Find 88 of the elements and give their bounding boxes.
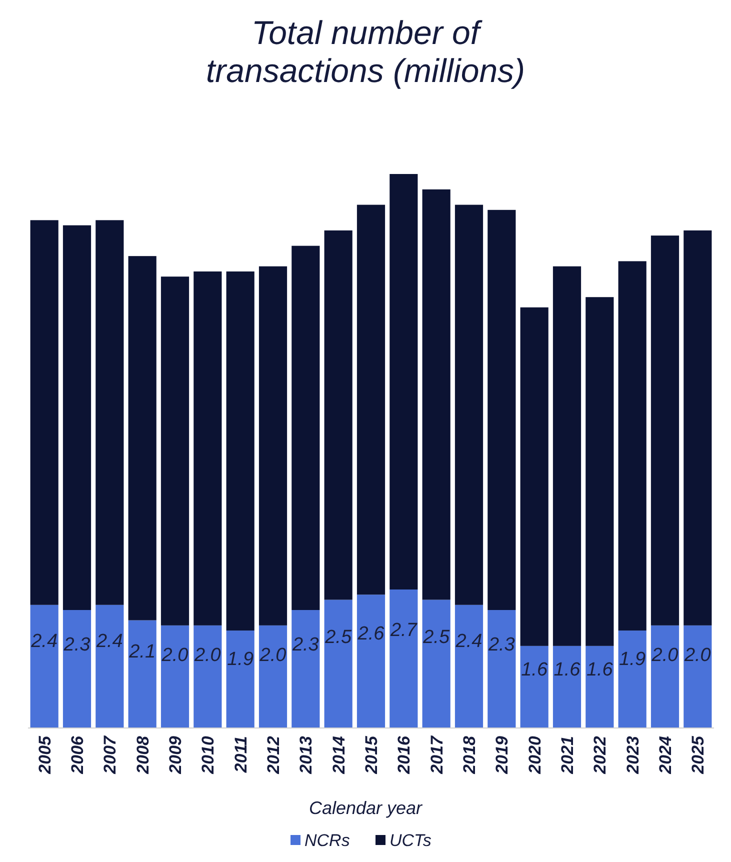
x-tick-label: 2017: [427, 734, 446, 775]
x-tick-label: 2019: [492, 735, 512, 775]
chart-title: Total number of transactions (millions): [206, 14, 526, 89]
data-label: 2.7: [389, 620, 418, 642]
bar: [454, 604, 484, 728]
bar: [618, 630, 646, 728]
bar: [552, 266, 582, 646]
bar: [390, 590, 418, 728]
data-label: 2.0: [683, 645, 712, 666]
x-tick-label: 2010: [198, 735, 218, 775]
data-label: 2.0: [193, 645, 222, 666]
bar: [96, 220, 124, 605]
bar: [30, 220, 58, 605]
bar: [128, 620, 156, 728]
x-tick-label: 2007: [100, 734, 120, 775]
bar: [258, 266, 288, 626]
bar: [454, 204, 484, 605]
x-tick-label: 2005: [35, 735, 54, 775]
data-label: 2.3: [62, 634, 91, 656]
bar: [650, 236, 680, 626]
x-tick-label: 2011: [231, 736, 250, 774]
data-label: 2.0: [258, 645, 287, 666]
x-tick-label: 2021: [558, 736, 577, 775]
bar: [160, 625, 190, 728]
bar: [226, 271, 254, 631]
bar: [194, 625, 222, 728]
x-tick-label: 2018: [460, 735, 479, 775]
data-label: 1.6: [586, 660, 614, 681]
bar: [128, 256, 156, 620]
bar: [258, 625, 288, 728]
x-tick-label: 2012: [264, 735, 283, 775]
bar: [62, 225, 92, 610]
bar: [488, 210, 516, 610]
x-tick-label: 2015: [362, 735, 381, 775]
bar: [160, 276, 190, 626]
bar: [292, 246, 320, 610]
bar: [552, 646, 582, 728]
bar: [62, 610, 92, 728]
legend-label: UCTs: [390, 831, 432, 850]
data-label: 1.9: [227, 648, 254, 670]
bar: [520, 307, 548, 646]
data-label: 1.6: [521, 660, 548, 681]
x-tick-label: 2008: [133, 735, 152, 775]
x-tick-label: 2014: [329, 735, 348, 775]
bar: [650, 625, 680, 728]
bar: [586, 297, 614, 646]
data-label: 2.0: [650, 645, 679, 666]
bar: [488, 610, 516, 728]
data-label: 1.6: [554, 660, 581, 681]
x-tick-label: 2023: [623, 735, 642, 775]
data-label: 2.5: [324, 627, 352, 648]
bar: [684, 625, 712, 728]
bar: [96, 604, 124, 728]
data-label: 1.9: [619, 648, 646, 670]
data-label: 2.4: [30, 630, 58, 652]
bar: [618, 261, 646, 631]
bar: [324, 600, 352, 728]
data-label: 2.3: [291, 634, 320, 656]
x-tick-label: 2022: [590, 735, 610, 775]
x-tick-label: 2025: [688, 735, 708, 775]
x-tick-label: 2009: [166, 735, 185, 775]
bar: [30, 604, 58, 728]
x-tick-label: 2006: [68, 735, 87, 775]
x-tick-label: 2013: [296, 735, 316, 775]
data-label: 2.4: [95, 630, 123, 652]
x-tick-label: 2024: [656, 735, 675, 775]
bar: [422, 189, 450, 600]
x-axis-title: Calendar year: [308, 798, 424, 818]
bar: [684, 230, 712, 626]
data-label: 2.0: [160, 645, 189, 666]
data-label: 2.5: [422, 627, 450, 648]
x-tick-label: 2020: [525, 735, 544, 775]
bar: [356, 204, 386, 595]
bar: [356, 594, 386, 728]
legend-label: NCRs: [304, 831, 350, 850]
bar: [422, 600, 450, 728]
x-tick-label: 2016: [394, 735, 414, 775]
bar: [520, 646, 548, 728]
bar: [324, 230, 352, 600]
data-label: 2.1: [128, 642, 156, 663]
bar: [226, 630, 254, 728]
bar: [390, 174, 418, 590]
data-label: 2.3: [487, 634, 516, 656]
data-label: 2.4: [454, 630, 482, 652]
bar: [586, 646, 614, 728]
bar: [194, 271, 222, 626]
data-label: 2.6: [356, 624, 385, 645]
bar: [292, 610, 320, 728]
